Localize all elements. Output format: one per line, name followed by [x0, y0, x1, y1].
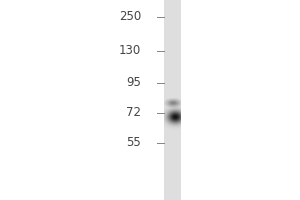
Text: 55: 55 — [126, 136, 141, 149]
Text: 95: 95 — [126, 76, 141, 90]
Bar — [164, 0, 181, 200]
Text: 72: 72 — [126, 106, 141, 119]
Text: 130: 130 — [119, 45, 141, 58]
Text: 130: 130 — [119, 45, 141, 58]
Text: 250: 250 — [119, 10, 141, 23]
Text: 95: 95 — [126, 76, 141, 90]
Text: 55: 55 — [126, 136, 141, 149]
Bar — [164, 0, 181, 200]
Text: 72: 72 — [126, 106, 141, 119]
Text: 250: 250 — [119, 10, 141, 23]
